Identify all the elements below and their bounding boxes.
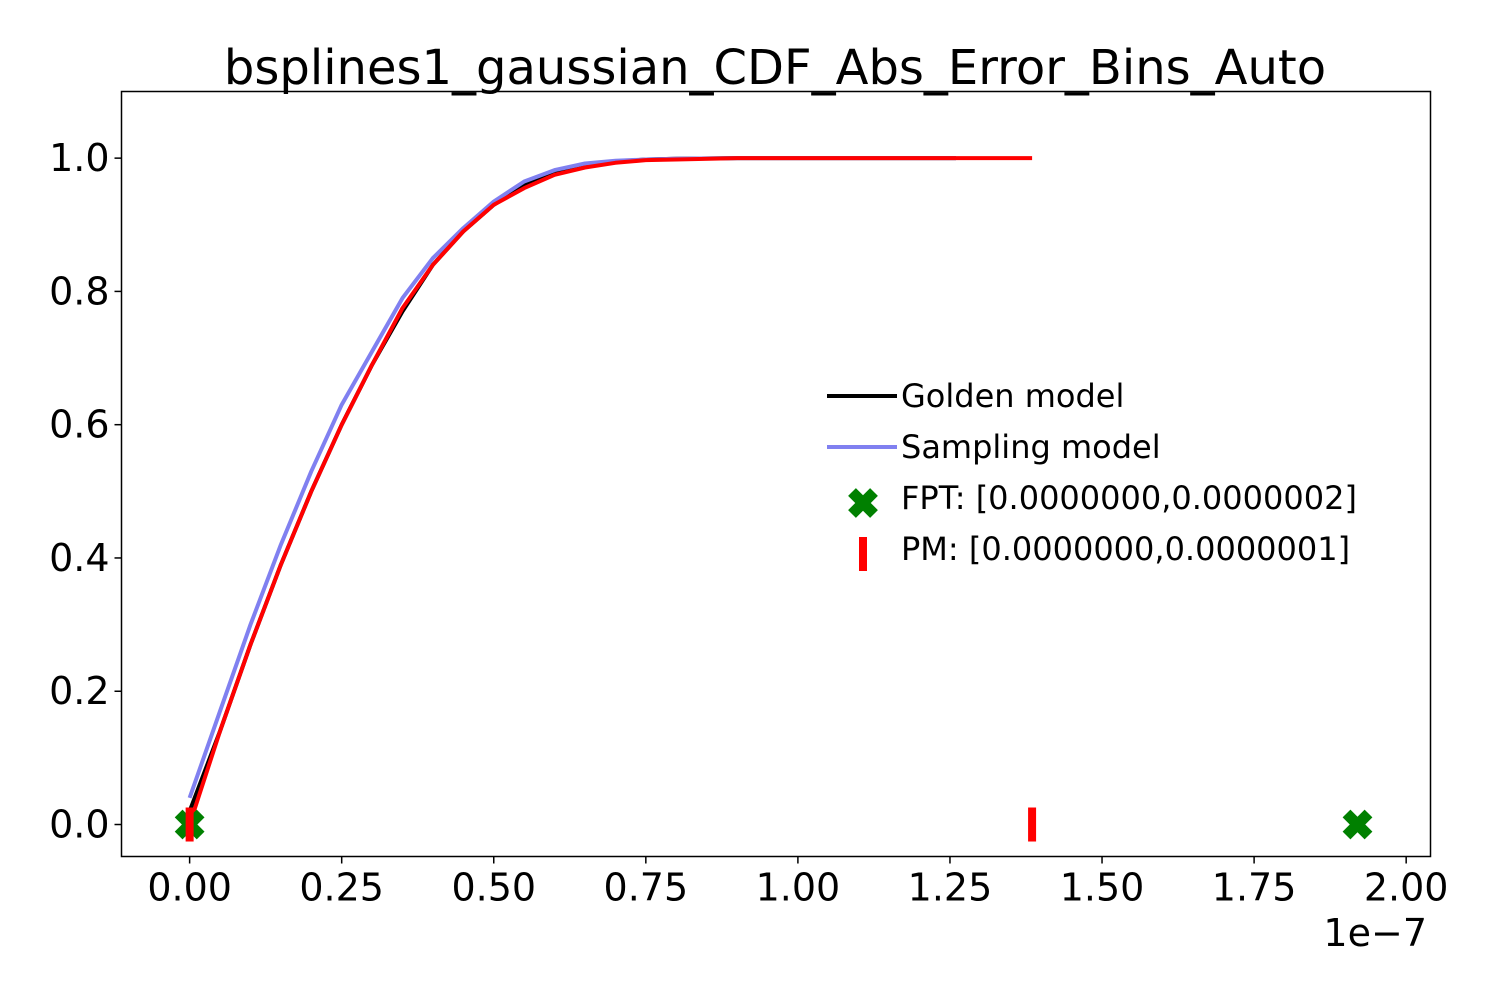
plot-area-frame: [120, 90, 1432, 858]
x-tick-label: 1.75: [1212, 866, 1297, 910]
x-tick-label: 1.50: [1060, 866, 1145, 910]
series-markers: [174, 807, 1373, 842]
x-tick-label: 0.50: [451, 866, 536, 910]
y-tick-label: 0.4: [49, 536, 109, 580]
y-tick-label: 0.6: [49, 403, 109, 447]
fpt-marker: [1342, 809, 1373, 840]
x-tick-label: 0.25: [299, 866, 384, 910]
y-tick-label: 1.0: [49, 136, 109, 180]
legend-swatch-pm: [859, 537, 867, 571]
legend-label-golden-model: Golden model: [901, 377, 1124, 415]
pm-marker: [1028, 807, 1037, 842]
legend-label-fpt-0-0000000-0-0000002: FPT: [0.0000000,0.0000002]: [901, 479, 1357, 517]
pm-marker: [185, 807, 194, 842]
series-lines: [187, 156, 1033, 826]
legend-label-pm-0-0000000-0-0000001: PM: [0.0000000,0.0000001]: [901, 530, 1350, 568]
x-tick-label: 0.75: [604, 866, 689, 910]
y-tick-label: 0.0: [49, 803, 109, 847]
x-tick-label: 1.25: [908, 866, 993, 910]
x-tick-label: 0.00: [147, 866, 232, 910]
y-axis: 0.0 0.2 0.4 0.6 0.8 1.0: [49, 136, 122, 847]
unnamed-red-line: [187, 156, 1033, 826]
legend-swatch-fpt: [848, 488, 878, 518]
x-axis-offset-label: 1e−7: [1323, 911, 1427, 955]
x-axis: 0.00 0.25 0.50 0.75 1.00 1.25 1.50 1.75 2.00: [147, 856, 1449, 910]
chart-title: bsplines1_gaussian_CDF_Abs_Error_Bins_Au…: [224, 40, 1326, 96]
legend: Golden model Sampling model FPT: [0.000000…: [827, 377, 1357, 571]
x-tick-label: 1.00: [756, 866, 841, 910]
legend-label-sampling-model: Sampling model: [901, 428, 1161, 466]
y-tick-label: 0.8: [49, 269, 109, 313]
x-tick-label: 2.00: [1364, 866, 1449, 910]
sampling-model-line: [187, 156, 956, 799]
y-tick-label: 0.2: [49, 669, 109, 713]
